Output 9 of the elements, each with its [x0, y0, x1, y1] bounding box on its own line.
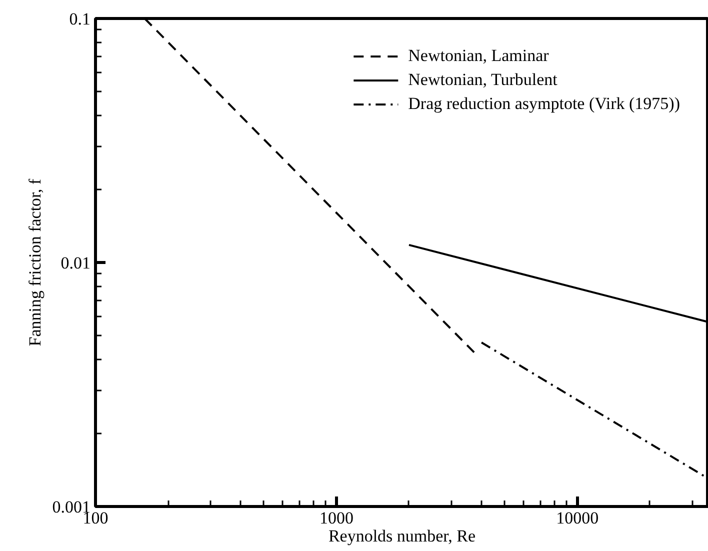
- legend-label: Newtonian, Laminar: [408, 46, 549, 66]
- legend-label: Newtonian, Turbulent: [408, 70, 558, 90]
- x-tick-label: 1000: [319, 508, 354, 528]
- x-tick-label: 10000: [556, 508, 599, 528]
- legend-label: Drag reduction asymptote (Virk (1975)): [408, 94, 680, 114]
- x-axis-title: Reynolds number, Re: [328, 526, 476, 546]
- y-tick-label: 0.1: [69, 10, 90, 28]
- y-tick-label: 0.01: [60, 254, 90, 272]
- y-axis-title: Fanning friction factor, f: [25, 178, 44, 346]
